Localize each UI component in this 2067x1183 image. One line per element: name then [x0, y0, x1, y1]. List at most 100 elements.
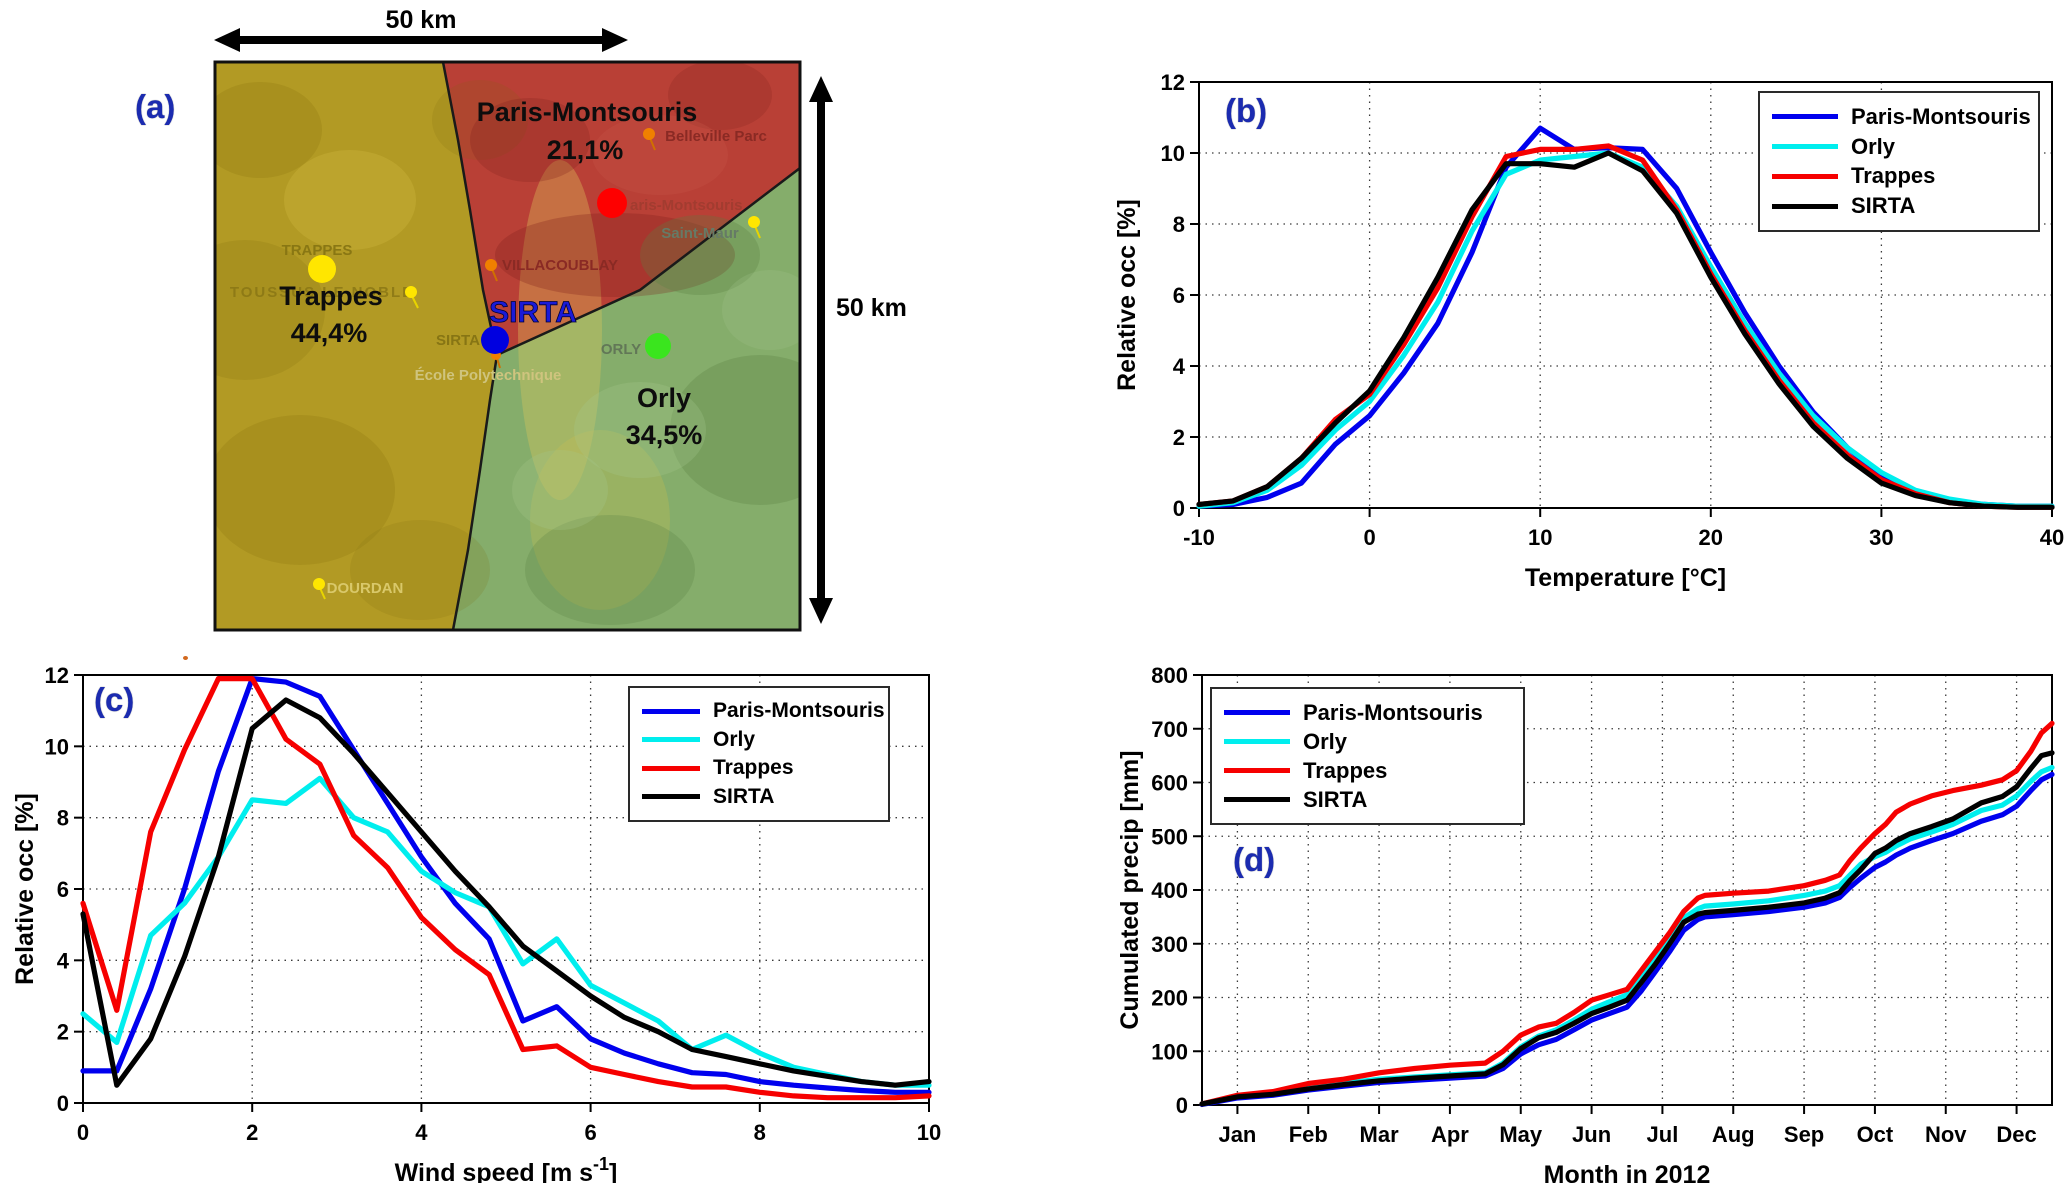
svg-text:Relative occ [%]: Relative occ [%] — [1113, 199, 1141, 391]
svg-text:0: 0 — [77, 1120, 89, 1145]
legend-item: Orly — [1224, 729, 1511, 755]
svg-text:Feb: Feb — [1289, 1122, 1328, 1147]
legend-item: Paris-Montsouris — [1772, 104, 2031, 130]
svg-text:Jan: Jan — [1218, 1122, 1256, 1147]
place-label-paris-montsouris: aris-Montsouris — [630, 197, 743, 214]
panel-letter-b: (b) — [1225, 92, 1268, 129]
pin-icon-saint-maur — [748, 216, 761, 239]
svg-text:Mar: Mar — [1360, 1122, 1400, 1147]
place-label-ecole-polytechnique: École Polytechnique — [415, 367, 562, 384]
legend-line-sample — [642, 794, 700, 800]
svg-text:8: 8 — [754, 1120, 766, 1145]
svg-text:2: 2 — [1173, 425, 1185, 450]
pin-icon-dourdan — [313, 578, 326, 600]
svg-text:0: 0 — [1363, 525, 1375, 550]
svg-text:2: 2 — [246, 1120, 258, 1145]
region-pct-trappes: 44,4% — [291, 318, 368, 348]
legend-line-sample — [1772, 173, 1838, 179]
scale-right-label: 50 km — [836, 294, 907, 322]
svg-text:Cumulated precip [mm]: Cumulated precip [mm] — [1116, 750, 1144, 1029]
svg-text:0: 0 — [1176, 1093, 1188, 1118]
legend-panel-b: Paris-Montsouris Orly Trappes SIRTA — [1758, 91, 2040, 232]
legend-item: Paris-Montsouris — [1224, 700, 1511, 726]
svg-text:600: 600 — [1151, 771, 1188, 796]
svg-text:0: 0 — [1173, 496, 1185, 521]
region-pct-paris-montsouris: 21,1% — [547, 135, 624, 165]
legend-item: SIRTA — [1772, 193, 2026, 219]
legend-item: Trappes — [642, 756, 876, 780]
svg-text:-10: -10 — [1183, 525, 1215, 550]
svg-text:4: 4 — [1173, 354, 1186, 379]
place-label-dourdan: DOURDAN — [327, 580, 404, 597]
svg-text:Nov: Nov — [1925, 1122, 1967, 1147]
svg-text:8: 8 — [57, 806, 69, 831]
legend-line-sample — [1772, 144, 1838, 150]
svg-text:Wind speed [m s-1]: Wind speed [m s-1] — [395, 1154, 618, 1183]
place-label-villacoublay: VILLACOUBLAY — [502, 257, 618, 274]
svg-text:10: 10 — [45, 734, 69, 759]
svg-text:40: 40 — [2040, 525, 2064, 550]
region-trappes — [215, 62, 497, 630]
station-dot-trappes — [308, 255, 336, 283]
legend-line-sample — [1224, 797, 1290, 802]
place-label-orly: ORLY — [601, 341, 641, 358]
speck-artifact — [183, 656, 188, 660]
scale-arrow-horizontal — [214, 28, 628, 52]
svg-text:Aug: Aug — [1712, 1122, 1755, 1147]
svg-text:Sep: Sep — [1784, 1122, 1824, 1147]
place-label-belleville: Belleville Parc — [665, 128, 767, 145]
panel-letter-a: (a) — [135, 88, 176, 125]
svg-text:8: 8 — [1173, 212, 1185, 237]
legend-item: SIRTA — [1224, 787, 1511, 813]
legend-line-sample — [642, 708, 700, 714]
svg-text:10: 10 — [917, 1120, 941, 1145]
svg-text:400: 400 — [1151, 878, 1188, 903]
pin-icon-villacoublay — [485, 259, 498, 282]
svg-text:6: 6 — [57, 877, 69, 902]
svg-text:6: 6 — [584, 1120, 596, 1145]
legend-item: SIRTA — [642, 785, 876, 809]
legend-line-sample — [1772, 114, 1838, 120]
panel-letter-c: (c) — [94, 681, 135, 718]
legend-item: Orly — [1772, 134, 2026, 160]
station-dot-orly — [645, 333, 671, 359]
svg-text:300: 300 — [1151, 932, 1188, 957]
svg-text:10: 10 — [1161, 141, 1185, 166]
legend-line-sample — [1224, 739, 1290, 744]
legend-panel-c: Paris-Montsouris Orly Trappes SIRTA — [628, 686, 890, 822]
svg-text:12: 12 — [45, 663, 69, 688]
station-dot-paris-montsouris — [597, 188, 627, 218]
svg-text:12: 12 — [1161, 70, 1185, 95]
map-border — [213, 60, 802, 632]
scale-arrow-vertical — [809, 76, 833, 624]
legend-item: Paris-Montsouris — [642, 699, 885, 723]
legend-line-sample — [1224, 768, 1290, 773]
svg-text:4: 4 — [57, 948, 70, 973]
svg-text:Month in 2012: Month in 2012 — [1544, 1161, 1711, 1183]
region-label-trappes: Trappes — [279, 281, 383, 311]
legend-item: Orly — [642, 728, 876, 752]
legend-line-sample — [642, 737, 700, 743]
svg-text:700: 700 — [1151, 717, 1188, 742]
svg-text:0: 0 — [57, 1091, 69, 1116]
svg-text:200: 200 — [1151, 986, 1188, 1011]
region-orly — [453, 168, 800, 630]
svg-text:10: 10 — [1528, 525, 1552, 550]
svg-text:800: 800 — [1151, 663, 1188, 688]
svg-text:Relative occ [%]: Relative occ [%] — [11, 793, 39, 985]
place-label-sirta: SIRTA — [436, 332, 480, 349]
legend-line-sample — [642, 765, 700, 771]
svg-text:30: 30 — [1869, 525, 1893, 550]
panel-letter-d: (d) — [1233, 841, 1276, 878]
svg-text:Temperature [°C]: Temperature [°C] — [1525, 564, 1726, 592]
legend-item: Trappes — [1772, 163, 2026, 189]
place-label-toussus: TOUSSUS LE NOBLE — [230, 284, 414, 301]
svg-text:Apr: Apr — [1431, 1122, 1469, 1147]
station-dot-sirta — [481, 326, 509, 354]
svg-text:20: 20 — [1699, 525, 1723, 550]
svg-text:May: May — [1499, 1122, 1543, 1147]
